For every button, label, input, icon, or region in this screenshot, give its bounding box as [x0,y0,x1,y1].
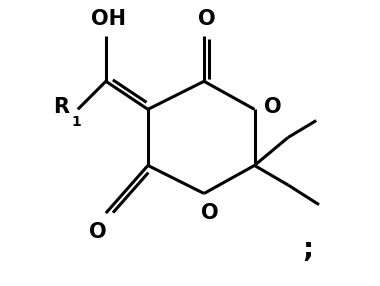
Text: O: O [198,9,215,29]
Text: OH: OH [91,9,126,29]
Text: O: O [89,222,106,241]
Text: O: O [201,203,218,223]
Text: O: O [264,97,282,116]
Text: 1: 1 [71,115,81,129]
Text: R: R [54,97,70,116]
Text: ;: ; [302,236,314,264]
